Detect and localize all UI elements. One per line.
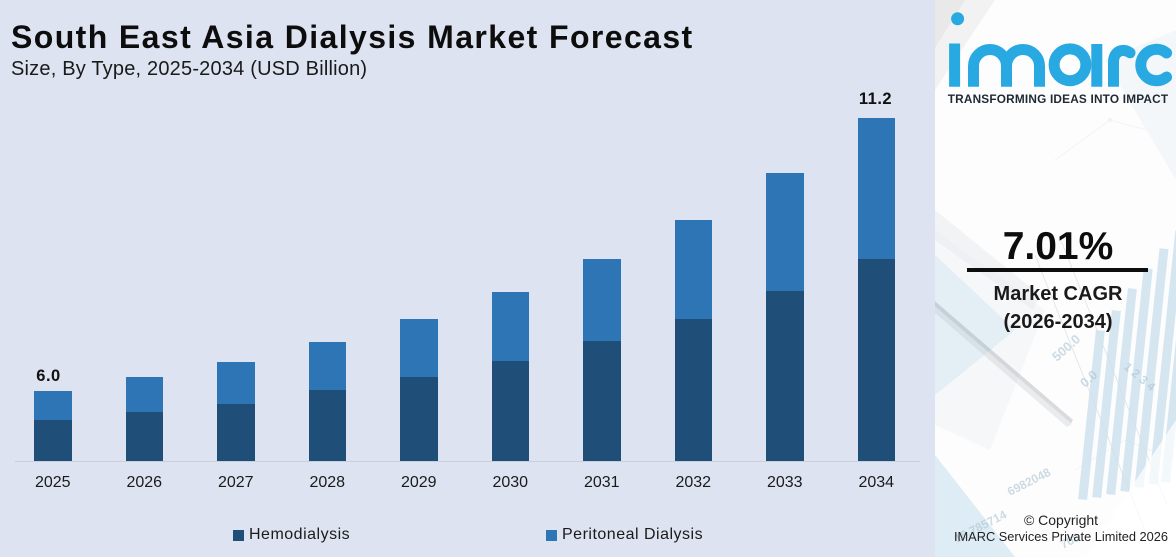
svg-text:6982048: 6982048 <box>1005 465 1053 499</box>
svg-text:500.0: 500.0 <box>1049 331 1083 364</box>
